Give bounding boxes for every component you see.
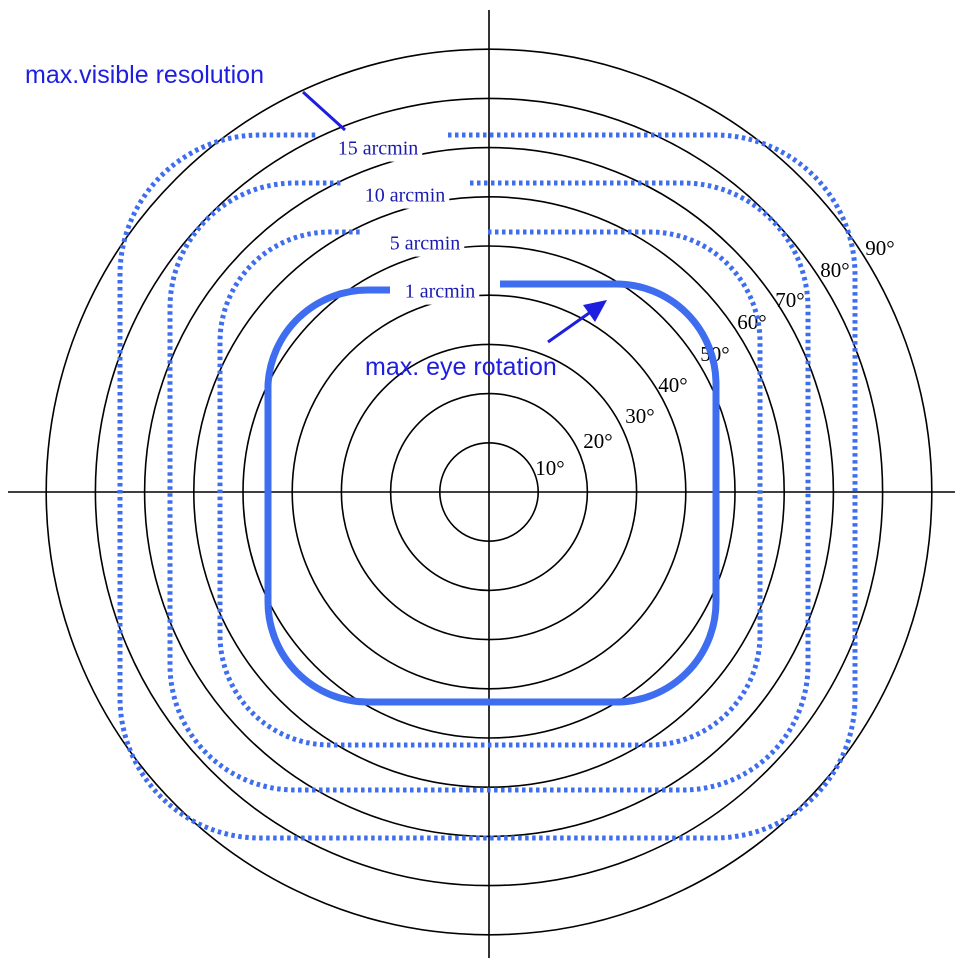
contour-1: [264, 280, 720, 706]
ring-label: 30°: [625, 404, 654, 428]
contour-5: [217, 229, 763, 748]
ring-label: 10°: [535, 456, 564, 480]
ring-label: 70°: [775, 288, 804, 312]
label-background: [385, 230, 465, 257]
contour-label: 10 arcmin: [365, 185, 446, 207]
resolution-label: max.visible resolution: [25, 61, 264, 89]
ring-label: 90°: [865, 236, 894, 260]
contour-15: [117, 132, 858, 841]
label-background: [360, 182, 450, 209]
contour-label: 15 arcmin: [338, 138, 419, 160]
rotation-arrowhead: [583, 300, 607, 322]
rotation-label: max. eye rotation: [365, 353, 557, 381]
ring-label: 60°: [737, 310, 766, 334]
contour-labels: 15 arcmin 10 arcmin 5 arcmin 1 arcmin: [333, 135, 480, 305]
resolution-pointer: [301, 90, 347, 132]
ring-label: 80°: [820, 258, 849, 282]
ring-label: 20°: [583, 429, 612, 453]
label-background: [333, 135, 423, 162]
label-background: [400, 278, 480, 305]
contour-label: 1 arcmin: [405, 281, 476, 303]
contour-10: [167, 180, 811, 793]
ring-label: 40°: [658, 373, 687, 397]
contour-label: 5 arcmin: [390, 233, 461, 255]
rotation-arrow: [547, 309, 593, 344]
